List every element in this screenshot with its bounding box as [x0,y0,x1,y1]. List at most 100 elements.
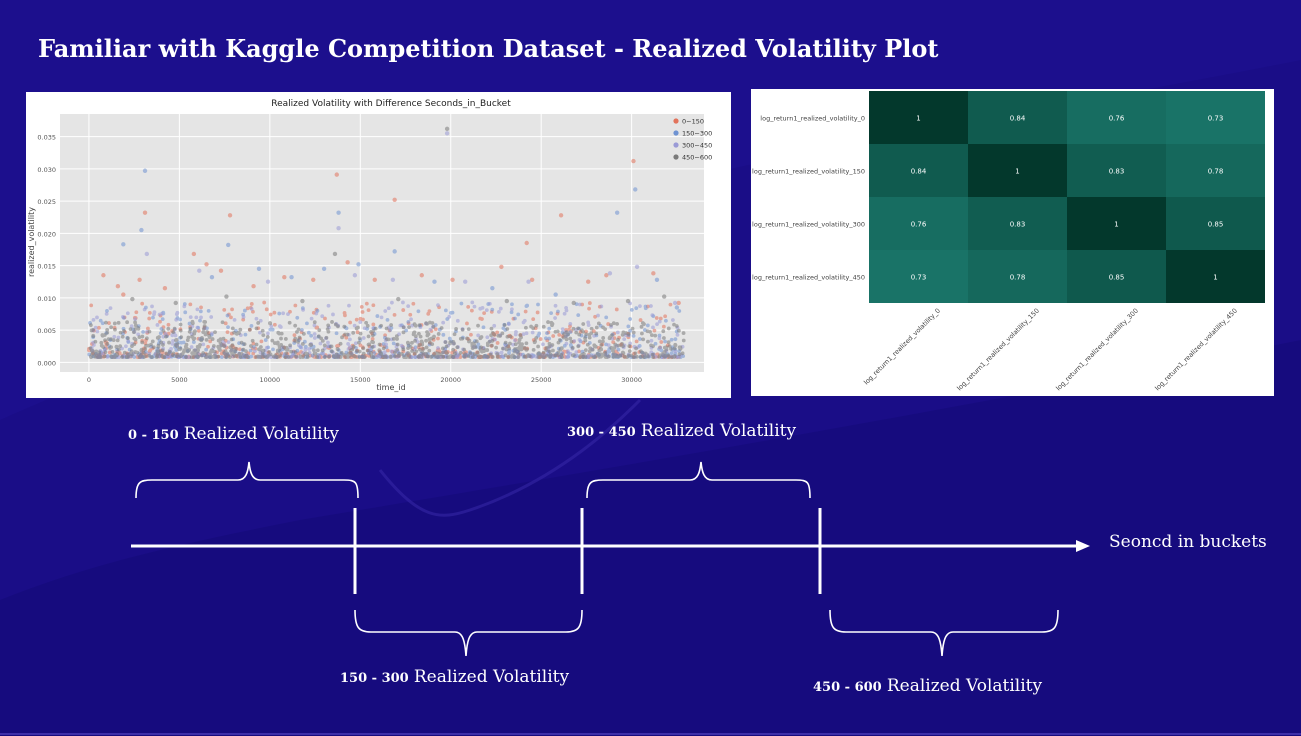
data-point [388,354,393,359]
data-point [592,343,597,348]
data-point [609,323,613,327]
data-point [607,354,611,359]
data-point [115,338,120,343]
data-point [207,335,212,340]
data-point [294,354,299,359]
data-point [142,210,148,215]
data-point [677,352,682,357]
data-point [249,307,254,311]
heatmap-cell-value: 0.84 [1010,115,1026,123]
data-point [448,340,453,345]
data-point [254,342,259,347]
data-point [248,348,253,353]
data-point [301,331,306,336]
data-point [362,326,367,331]
data-point [645,323,650,328]
data-point [327,354,331,359]
data-point [211,344,216,348]
data-point [305,355,310,360]
data-point [381,346,386,351]
data-point [304,351,308,356]
data-point [395,342,400,347]
data-point [417,343,422,348]
data-point [315,355,320,359]
data-point [151,345,156,350]
data-point [133,317,138,322]
data-point [581,355,586,360]
data-point [256,321,261,325]
data-point [238,355,243,360]
data-point [586,323,591,327]
data-point [368,350,373,355]
data-point [653,341,658,346]
data-point [411,332,416,337]
heatmap-cell-value: 0.85 [1208,221,1224,229]
data-point [680,351,685,356]
data-point [503,340,508,345]
data-point [229,349,233,354]
data-point [391,336,396,341]
data-point [89,303,94,308]
data-point [241,315,246,319]
data-point [499,264,504,270]
data-point [611,321,616,326]
heatmap-panel: 1 0.84 0.76 0.73 0.84 1 0.83 0.78 0.76 0.83 1 0.85 0… [751,89,1274,396]
data-point [577,332,582,337]
data-point [553,292,558,297]
data-point [114,345,119,349]
data-point [271,347,275,352]
data-point [265,335,270,339]
data-point [293,323,298,328]
data-point [272,310,277,315]
data-point [178,322,183,327]
interval-label-300-450: 300 - 450 Realized Volatility [567,421,796,441]
x-tick-label: 0 [87,376,91,384]
data-point [587,301,592,305]
data-point [147,310,152,315]
data-point [278,325,283,329]
data-point [521,332,526,337]
heatmap-cell [968,144,1067,197]
data-point [312,336,317,340]
data-point [143,346,148,351]
data-point [649,338,654,343]
data-point [389,349,394,354]
data-point [587,306,591,311]
data-point [504,298,510,304]
data-point [326,323,331,328]
data-point [443,349,448,354]
data-point [336,324,340,329]
data-point [662,294,667,299]
data-point [547,349,552,354]
data-point [674,305,680,310]
data-point [390,277,396,282]
data-point [360,310,365,314]
heatmap-x-label: log_return1_realized_volatility_0 [862,307,942,387]
heatmap-cell [1067,144,1166,197]
data-point [663,354,667,359]
data-point [673,349,678,354]
heatmap-y-label: log_return1_realized_volatility_300 [752,221,865,229]
data-point [663,339,667,344]
heatmap-cell-value: 0.78 [1208,168,1224,176]
data-point [392,249,397,254]
data-point [194,315,199,320]
data-point [133,337,138,342]
data-point [206,344,210,349]
data-point [216,354,221,359]
data-point [253,349,257,354]
data-point [336,210,341,215]
data-point [529,277,535,282]
x-tick-label: 5000 [171,376,188,384]
data-point [501,326,506,331]
data-point [576,313,581,318]
data-point [173,333,178,338]
data-point [186,335,191,340]
data-point [303,347,308,352]
data-point [559,353,564,357]
data-point [132,355,137,359]
data-point [287,320,292,325]
data-point [634,354,639,359]
data-point [518,343,523,348]
data-point [441,355,446,359]
